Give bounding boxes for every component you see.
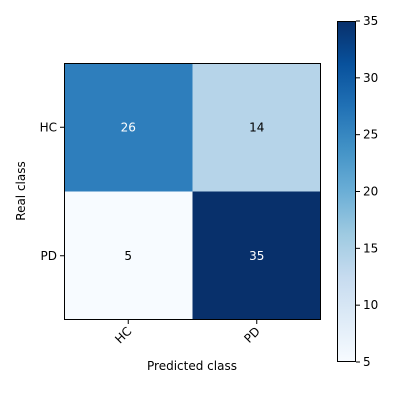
cell-value-label: 5 bbox=[124, 249, 132, 263]
heatmap-cell-pd-pd bbox=[192, 191, 321, 320]
colorbar-tick-label: 20 bbox=[363, 185, 378, 199]
plot-frame bbox=[64, 63, 321, 320]
colorbar-tick-label: 35 bbox=[363, 14, 378, 28]
cell-value-label: 26 bbox=[121, 120, 136, 134]
cell-value-labels: 26 14 5 35 bbox=[121, 120, 265, 263]
cell-value-label: 35 bbox=[249, 249, 264, 263]
y-axis-label: Real class bbox=[14, 161, 28, 220]
heatmap-cells bbox=[64, 63, 321, 320]
colorbar-tick-label: 30 bbox=[363, 71, 378, 85]
x-axis-label: Predicted class bbox=[147, 359, 237, 373]
heatmap-cell-hc-hc bbox=[64, 63, 193, 192]
heatmap-cell-pd-hc bbox=[64, 191, 193, 320]
x-tick-label: HC bbox=[112, 324, 134, 346]
colorbar-tick-label: 25 bbox=[363, 128, 378, 142]
x-tick-label: PD bbox=[241, 324, 263, 346]
colorbar bbox=[337, 21, 356, 362]
heatmap-cell-hc-pd bbox=[192, 63, 321, 192]
colorbar-tick-label: 5 bbox=[363, 355, 371, 369]
y-tick-label: HC bbox=[40, 120, 57, 134]
colorbar-tick-label: 15 bbox=[363, 241, 378, 255]
cell-value-label: 14 bbox=[249, 120, 264, 134]
y-tick-label: PD bbox=[41, 249, 57, 263]
colorbar-ticks: 5 10 15 20 25 30 35 bbox=[356, 14, 378, 369]
colorbar-tick-label: 10 bbox=[363, 298, 378, 312]
